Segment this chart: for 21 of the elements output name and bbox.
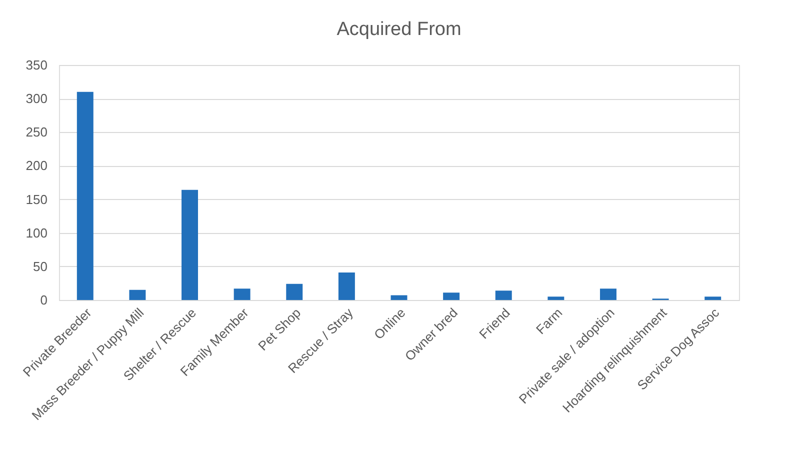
bar (704, 296, 722, 300)
bar (600, 288, 616, 300)
bar (286, 284, 303, 300)
y-tick-label: 300 (26, 91, 48, 106)
y-tick-label: 100 (26, 225, 48, 240)
bar (443, 292, 460, 300)
bar (495, 290, 512, 300)
y-tick-label: 250 (26, 124, 48, 140)
bar (548, 296, 564, 300)
y-tick-label: 200 (26, 158, 48, 174)
bar (390, 295, 408, 300)
bar (76, 92, 94, 300)
y-tick-label: 350 (26, 58, 48, 72)
bar (234, 288, 250, 300)
y-tick-label: 50 (33, 258, 48, 274)
bar (182, 190, 198, 300)
y-tick-label: 150 (26, 192, 48, 207)
chart-title: Acquired From (336, 19, 462, 40)
bar (338, 272, 355, 300)
bar (129, 290, 146, 300)
y-tick-label: 0 (40, 292, 48, 308)
